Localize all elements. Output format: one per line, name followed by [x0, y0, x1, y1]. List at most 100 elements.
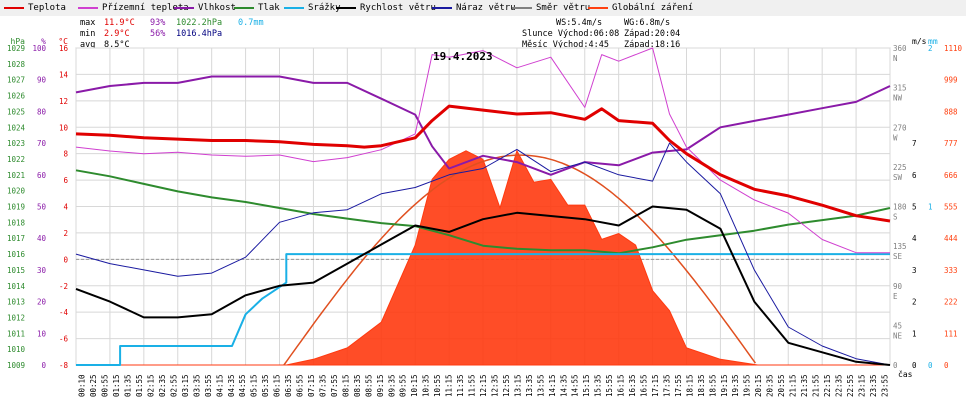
stats-value: WG:6.8m/s [624, 18, 671, 28]
x-tick-label: 20:55 [777, 374, 786, 397]
x-tick-label: 01:35 [124, 374, 133, 397]
legend-entry: Rychlost větru [336, 3, 436, 13]
stats-value: 56% [150, 29, 166, 39]
x-tick-label: 11:55 [468, 374, 477, 397]
x-tick-label: 16:15 [617, 374, 626, 397]
legend-swatch [284, 6, 304, 9]
axis-tick-label: 0 [63, 255, 68, 264]
legend-swatch [174, 6, 194, 9]
axis-tick-label: 50 [37, 203, 47, 212]
stats-row: min 2.9°C 56% 1016.4hPa [80, 29, 238, 39]
axis-time: 00:10 00:25 00:55 01:15 01:35 01:55 02:15 02:35… [78, 374, 890, 397]
x-tick-label: 18:55 [708, 374, 717, 397]
stats-value: WS:5.4m/s [556, 18, 603, 28]
axis-tick-label: 8 [63, 150, 68, 159]
x-tick-label: 15:15 [582, 374, 591, 397]
x-tick-label: 18:15 [685, 374, 694, 397]
x-tick-label: 08:55 [364, 374, 373, 397]
x-tick-label: 00:10 [78, 374, 87, 397]
stats-value: 1022.2hPa [176, 18, 223, 28]
axis-tick-label: 80 [37, 107, 47, 116]
x-tick-label: 09:55 [399, 374, 408, 397]
legend-swatch [432, 6, 452, 9]
series-temperature [75, 104, 891, 223]
axis-tick-label: 14 [59, 70, 69, 79]
axis-tick-label: 1026 [7, 92, 26, 101]
series-ground-temperature [75, 47, 890, 254]
stats-value: 2.9°C [104, 29, 130, 39]
axis-tick-label: 16 [59, 44, 69, 53]
axis-tick-label: 1029 [7, 44, 25, 53]
axis-tick-label: SW [893, 173, 903, 182]
x-tick-label: 00:25 [89, 374, 98, 397]
x-tick-label: 22:15 [823, 374, 832, 397]
axis-label: hPa [11, 37, 26, 46]
stats-value: 8.5°C [104, 40, 130, 50]
axis-tick-label: 111 [944, 329, 958, 338]
x-tick-label: 14:55 [571, 374, 580, 397]
axis-tick-label: 1025 [7, 107, 25, 116]
axis-tick-label: 1 [912, 329, 917, 338]
axis-tick-label: 1010 [7, 345, 26, 354]
axis-tick-label: 5 [912, 203, 917, 212]
series-pressure [75, 169, 891, 255]
axis-tick-label: 0 [944, 361, 949, 370]
x-tick-label: 07:15 [307, 374, 316, 397]
x-tick-label: 21:55 [812, 374, 821, 397]
x-tick-label: 02:15 [147, 374, 156, 397]
x-tick-label: 16:55 [640, 374, 649, 397]
axis-tick-label: 270 [893, 123, 907, 132]
series-wind-speed [75, 205, 891, 366]
axis-tick-label: 315 [893, 84, 907, 93]
axis-tick-label: 2 [63, 229, 68, 238]
x-tick-label: 06:15 [273, 374, 282, 397]
series-rain [76, 253, 890, 366]
x-tick-label: 15:35 [594, 374, 603, 397]
x-tick-label: 19:55 [743, 374, 752, 397]
axis-tick-label: 100 [32, 44, 46, 53]
x-tick-label: 04:15 [215, 374, 224, 397]
x-axis-label: čas [898, 369, 913, 379]
axis-tick-label: 1022 [7, 155, 25, 164]
legend-label: Globální záření [612, 3, 694, 13]
axis-tick-label: 90 [893, 282, 903, 291]
axis-tick-label: -8 [59, 361, 69, 370]
axis-tick-label: 180 [893, 203, 907, 212]
stats-value: 0.7mm [238, 18, 264, 28]
x-tick-label: 18:35 [697, 374, 706, 397]
x-tick-label: 01:55 [135, 374, 144, 397]
x-tick-label: 04:35 [227, 374, 236, 397]
stats-value: Slunce Východ:06:08 [522, 29, 620, 39]
axis-tick-label: 10 [59, 123, 69, 132]
x-tick-label: 08:35 [353, 374, 362, 397]
legend-label: Rychlost větru [360, 3, 436, 13]
axis-tick-label: 1023 [7, 139, 25, 148]
x-tick-label: 02:55 [170, 374, 179, 397]
x-tick-label: 09:15 [376, 374, 385, 397]
legend-label: Přízemní teplota [102, 3, 189, 13]
series-radiation [76, 149, 890, 366]
axis-tick-label: 1027 [7, 76, 25, 85]
axis-tick-label: -2 [59, 282, 68, 291]
x-tick-label: 23:35 [869, 374, 878, 397]
x-tick-label: 20:35 [766, 374, 775, 397]
axis-tick-label: 1011 [7, 329, 25, 338]
x-tick-label: 05:15 [250, 374, 259, 397]
x-tick-label: 11:35 [456, 374, 465, 397]
axis-tick-label: 1020 [7, 187, 26, 196]
stats-value: max [80, 18, 96, 28]
legend-swatch [78, 6, 98, 9]
x-tick-label: 15:55 [605, 374, 614, 397]
axis-pressure: 1029 1028 1027 1026 1025 1024 1023 1022 1021 1020… [7, 37, 26, 370]
x-tick-label: 23:15 [857, 374, 866, 397]
x-tick-label: 13:15 [513, 374, 522, 397]
stats-row: Slunce Východ:06:08 Západ:20:04 [522, 29, 684, 39]
legend-entry: Směr větru [512, 3, 590, 13]
x-tick-label: 01:15 [112, 374, 121, 397]
x-tick-label: 00:55 [101, 374, 110, 397]
axis-tick-label: 360 [893, 44, 907, 53]
x-tick-label: 11:15 [445, 374, 454, 397]
axis-tick-label: 1014 [7, 282, 26, 291]
legend-swatch [234, 6, 254, 9]
